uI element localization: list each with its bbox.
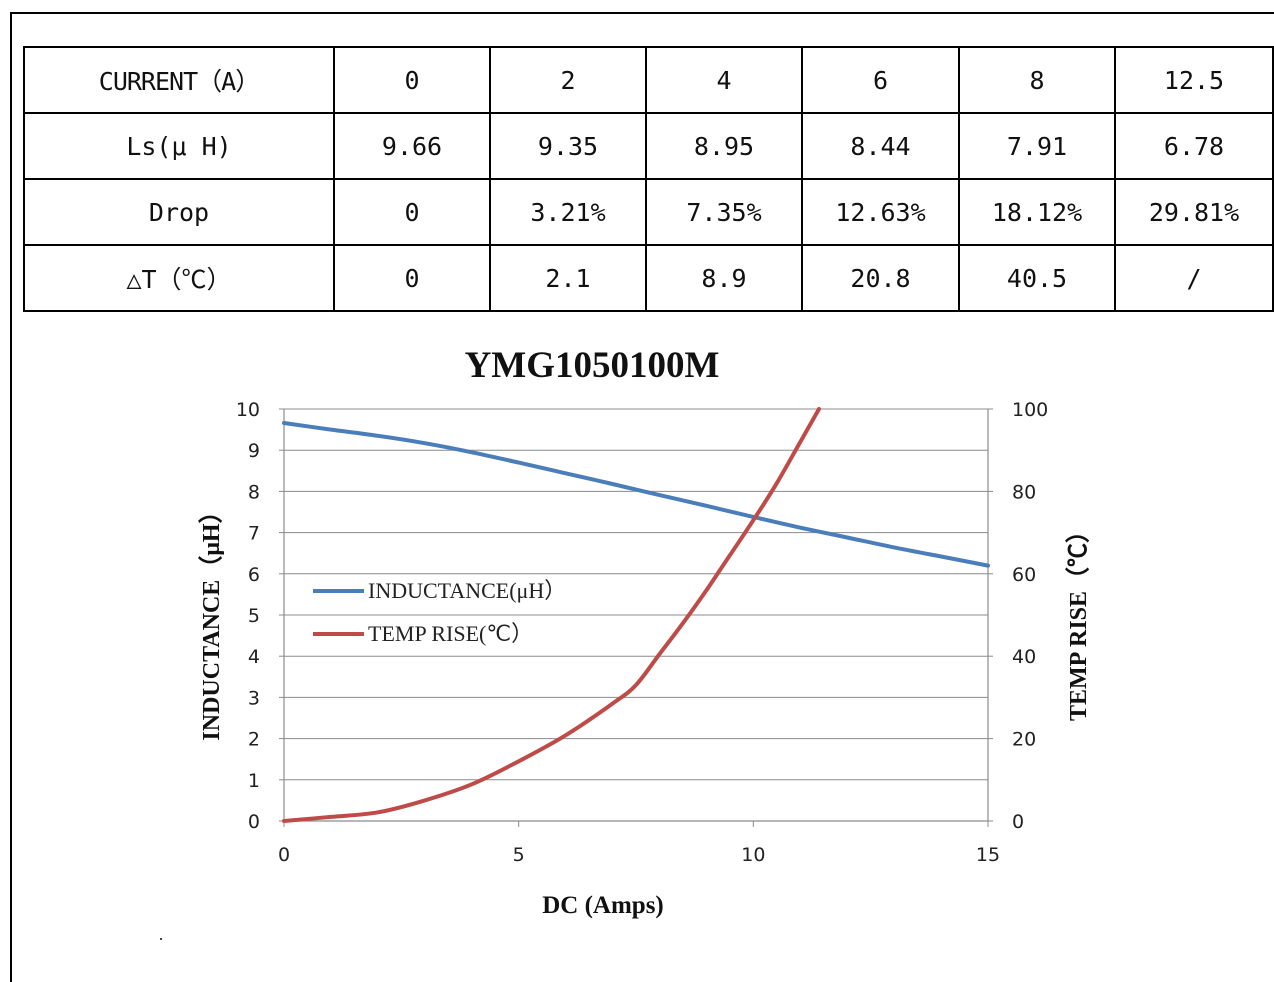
x-tick-label: 5 — [513, 844, 525, 866]
table-header-cell: 4 — [645, 46, 803, 114]
table-cell: 9.66 — [333, 112, 491, 180]
table-row-temp-rise: △T（℃） 0 2.1 8.9 20.8 40.5 / — [23, 244, 1274, 312]
table-cell: 8.95 — [645, 112, 803, 180]
y-tick-label: 5 — [248, 605, 260, 627]
table-cell: / — [1114, 244, 1274, 312]
table-header-label: CURRENT（A） — [23, 46, 335, 114]
table-cell: 7.35% — [645, 178, 803, 246]
y-tick-label: 3 — [248, 687, 260, 709]
table-cell: 9.35 — [489, 112, 647, 180]
y-tick-label: 4 — [248, 646, 260, 668]
table-cell: 0 — [333, 178, 491, 246]
chart-lines — [282, 407, 990, 823]
stray-dot — [160, 938, 162, 940]
x-tick-label: 15 — [976, 844, 1000, 866]
chart-legend: INDUCTANCE(μH） TEMP RISE(℃） — [313, 578, 566, 646]
y-tick-label: 8 — [248, 481, 260, 503]
y-tick-label: 10 — [236, 399, 260, 421]
table-row-label: Drop — [23, 178, 335, 246]
table-cell: 40.5 — [958, 244, 1116, 312]
table-cell: 6.78 — [1114, 112, 1274, 180]
y-axis-label: INDUCTANCE（μH） — [198, 499, 225, 740]
table-cell: 20.8 — [801, 244, 960, 312]
y-tick-label: 0 — [248, 811, 260, 833]
y2-tick-label: 60 — [1012, 564, 1036, 586]
table-cell: 18.12% — [958, 178, 1116, 246]
spec-table: CURRENT（A） 0 2 4 6 8 12.5 Ls(μ H) 9.66 9… — [23, 46, 1274, 312]
y2-tick-label: 40 — [1012, 646, 1036, 668]
table-header-cell: 0 — [333, 46, 491, 114]
table-row-inductance: Ls(μ H) 9.66 9.35 8.95 8.44 7.91 6.78 — [23, 112, 1274, 180]
y2-tick-label: 80 — [1012, 481, 1036, 503]
table-row-label: △T（℃） — [23, 244, 335, 312]
y2-tick-label: 0 — [1012, 811, 1024, 833]
legend-label: INDUCTANCE(μH） — [368, 578, 566, 603]
legend-label: TEMP RISE(℃） — [368, 621, 533, 646]
table-cell: 8.9 — [645, 244, 803, 312]
y-tick-label: 6 — [248, 564, 260, 586]
table-header-row: CURRENT（A） 0 2 4 6 8 12.5 — [23, 46, 1274, 114]
table-cell: 2.1 — [489, 244, 647, 312]
table-cell: 12.63% — [801, 178, 960, 246]
table-header-cell: 8 — [958, 46, 1116, 114]
table-cell: 8.44 — [801, 112, 960, 180]
y-tick-label: 7 — [248, 523, 260, 545]
table-row-drop: Drop 0 3.21% 7.35% 12.63% 18.12% 29.81% — [23, 178, 1274, 246]
x-tick-label: 0 — [278, 844, 290, 866]
y-tick-label: 1 — [248, 770, 260, 792]
chart-grid — [284, 408, 988, 822]
y-tick-label: 2 — [248, 729, 260, 751]
table-row-label: Ls(μ H) — [23, 112, 335, 180]
y2-axis-label: TEMP RISE（℃） — [1065, 519, 1092, 721]
x-tick-label: 10 — [741, 844, 765, 866]
table-cell: 7.91 — [958, 112, 1116, 180]
y2-tick-label: 20 — [1012, 729, 1036, 751]
page-frame — [10, 12, 1274, 982]
table-cell: 3.21% — [489, 178, 647, 246]
x-axis-label: DC (Amps) — [542, 892, 664, 919]
series-line-0 — [282, 421, 990, 568]
y2-tick-label: 100 — [1012, 399, 1048, 421]
series-line-1 — [282, 407, 821, 823]
table-cell: 0 — [333, 244, 491, 312]
table-header-cell: 2 — [489, 46, 647, 114]
chart-title: YMG1050100M — [465, 345, 720, 386]
table-header-cell: 12.5 — [1114, 46, 1274, 114]
y-tick-label: 9 — [248, 440, 260, 462]
table-cell: 29.81% — [1114, 178, 1274, 246]
table-header-cell: 6 — [801, 46, 960, 114]
